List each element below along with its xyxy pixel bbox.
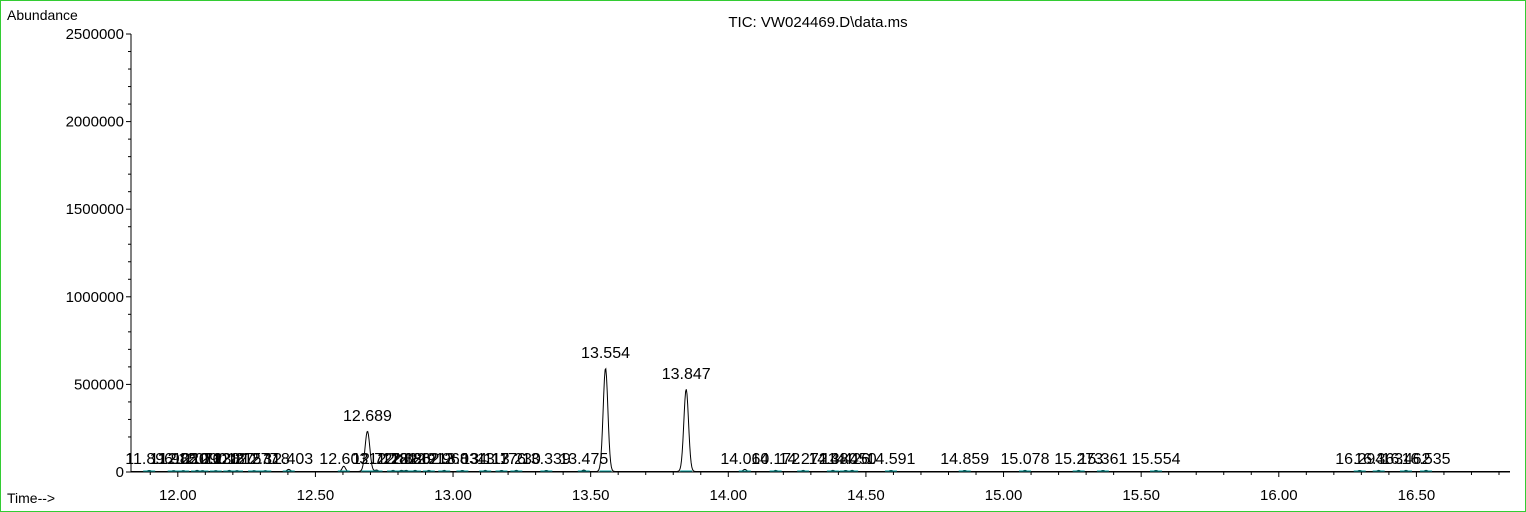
peak-label: 13.475 xyxy=(559,451,608,468)
x-tick-label: 13.00 xyxy=(434,487,472,504)
x-tick-label: 16.50 xyxy=(1398,487,1436,504)
peak-label: 15.554 xyxy=(1132,451,1181,468)
y-tick-label: 2500000 xyxy=(66,26,124,43)
peak-label: 13.554 xyxy=(581,345,630,362)
y-tick-label: 1500000 xyxy=(66,201,124,218)
peak-label: 14.591 xyxy=(866,451,915,468)
axis-ticks: 0 500000 1000000 1500000 2000000 2500000 12.00… xyxy=(66,26,1499,504)
y-axis-label: Abundance xyxy=(7,7,78,23)
peak-label: 13.847 xyxy=(662,366,711,383)
y-tick-label: 0 xyxy=(116,464,124,481)
peak-label: 15.078 xyxy=(1001,451,1050,468)
peak-label: 15.361 xyxy=(1078,451,1127,468)
x-tick-label: 15.50 xyxy=(1122,487,1160,504)
x-tick-label: 15.00 xyxy=(985,487,1023,504)
peak-label: 12.403 xyxy=(264,451,313,468)
x-tick-label: 14.00 xyxy=(710,487,748,504)
peak-label: 14.859 xyxy=(940,451,989,468)
y-tick-label: 500000 xyxy=(74,376,124,393)
peak-label: 12.689 xyxy=(343,408,392,425)
x-tick-label: 14.50 xyxy=(847,487,885,504)
peak-label: 16.535 xyxy=(1402,451,1451,468)
x-tick-label: 16.00 xyxy=(1260,487,1298,504)
y-tick-label: 1000000 xyxy=(66,289,124,306)
x-tick-label: 12.50 xyxy=(297,487,335,504)
axes xyxy=(131,34,1510,472)
peak-labels: 11.89611.98512.02012.07012.09012.13812.1… xyxy=(125,345,1450,468)
y-tick-label: 2000000 xyxy=(66,114,124,131)
x-tick-label: 13.50 xyxy=(572,487,610,504)
x-tick-label: 12.00 xyxy=(159,487,197,504)
chart-title: TIC: VW024469.D\data.ms xyxy=(728,14,907,31)
x-axis-label: Time--> xyxy=(7,490,55,506)
